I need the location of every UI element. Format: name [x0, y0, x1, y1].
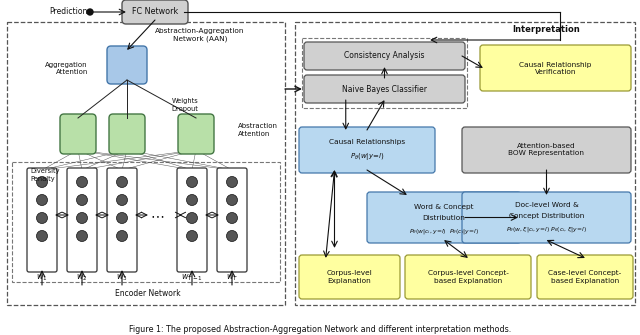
- Bar: [7, 22, 285, 305]
- Text: Doc-level Word &: Doc-level Word &: [515, 202, 579, 208]
- Text: $P_\theta(w,\xi|c_i,y\!=\!l)\ P_\theta(c_i,\xi|y\!=\!l)$: $P_\theta(w,\xi|c_i,y\!=\!l)\ P_\theta(c…: [506, 224, 587, 233]
- FancyBboxPatch shape: [27, 168, 57, 272]
- FancyBboxPatch shape: [67, 168, 97, 272]
- FancyBboxPatch shape: [304, 42, 465, 70]
- Circle shape: [186, 195, 198, 205]
- Bar: [295, 22, 635, 305]
- Text: $w_3$: $w_3$: [116, 273, 128, 283]
- Circle shape: [116, 177, 127, 188]
- FancyBboxPatch shape: [122, 0, 188, 24]
- Text: $w_1$: $w_1$: [36, 273, 48, 283]
- FancyBboxPatch shape: [462, 127, 631, 173]
- Text: Encoder Network: Encoder Network: [115, 289, 181, 298]
- Circle shape: [36, 177, 47, 188]
- Circle shape: [77, 212, 88, 223]
- Text: Word & Concept: Word & Concept: [414, 204, 474, 210]
- Circle shape: [36, 230, 47, 242]
- Circle shape: [116, 212, 127, 223]
- Circle shape: [87, 9, 93, 15]
- Text: Weights
Dropout: Weights Dropout: [172, 98, 198, 112]
- Text: Diversity
Penalty: Diversity Penalty: [30, 169, 60, 182]
- FancyBboxPatch shape: [304, 75, 465, 103]
- Text: Concept Distribution: Concept Distribution: [509, 213, 584, 219]
- Text: Consistency Analysis: Consistency Analysis: [344, 52, 425, 61]
- Circle shape: [77, 230, 88, 242]
- Bar: [12, 162, 280, 282]
- FancyBboxPatch shape: [109, 114, 145, 154]
- Circle shape: [186, 212, 198, 223]
- Text: Interpretation: Interpretation: [512, 25, 580, 35]
- Text: $w_T$: $w_T$: [226, 273, 238, 283]
- Bar: [302, 38, 467, 108]
- Text: Causal Relationship
Verification: Causal Relationship Verification: [519, 62, 592, 74]
- Text: $w_{T-1}$: $w_{T-1}$: [181, 273, 203, 283]
- Text: $P_\theta(w|y\!=\!l)$: $P_\theta(w|y\!=\!l)$: [349, 151, 385, 162]
- FancyBboxPatch shape: [177, 168, 207, 272]
- Circle shape: [77, 195, 88, 205]
- Text: Abstraction-Aggregation
Network (AAN): Abstraction-Aggregation Network (AAN): [156, 28, 244, 42]
- Text: Causal Relationships: Causal Relationships: [329, 139, 405, 145]
- Circle shape: [227, 195, 237, 205]
- Text: Attention-based
BOW Representation: Attention-based BOW Representation: [509, 143, 584, 156]
- Circle shape: [227, 177, 237, 188]
- Text: Distribution: Distribution: [422, 215, 465, 221]
- FancyBboxPatch shape: [107, 168, 137, 272]
- Circle shape: [186, 177, 198, 188]
- FancyBboxPatch shape: [405, 255, 531, 299]
- FancyBboxPatch shape: [299, 255, 400, 299]
- Text: Case-level Concept-
based Explanation: Case-level Concept- based Explanation: [548, 270, 621, 283]
- Text: Corpus-level
Explanation: Corpus-level Explanation: [326, 270, 372, 283]
- Circle shape: [227, 212, 237, 223]
- Text: Abstraction
Attention: Abstraction Attention: [238, 124, 278, 136]
- Circle shape: [227, 230, 237, 242]
- Circle shape: [77, 177, 88, 188]
- Text: $\cdots$: $\cdots$: [150, 208, 164, 222]
- Circle shape: [116, 230, 127, 242]
- FancyBboxPatch shape: [299, 127, 435, 173]
- Text: Prediction: Prediction: [49, 6, 87, 15]
- Circle shape: [186, 230, 198, 242]
- FancyBboxPatch shape: [367, 192, 521, 243]
- Text: Naive Bayes Classifier: Naive Bayes Classifier: [342, 84, 427, 93]
- Text: FC Network: FC Network: [132, 7, 178, 16]
- FancyBboxPatch shape: [178, 114, 214, 154]
- Text: Aggregation
Attention: Aggregation Attention: [45, 62, 88, 74]
- FancyBboxPatch shape: [537, 255, 633, 299]
- Text: $w_2$: $w_2$: [76, 273, 88, 283]
- FancyBboxPatch shape: [480, 45, 631, 91]
- FancyBboxPatch shape: [462, 192, 631, 243]
- Circle shape: [116, 195, 127, 205]
- Circle shape: [36, 195, 47, 205]
- Circle shape: [36, 212, 47, 223]
- FancyBboxPatch shape: [217, 168, 247, 272]
- Text: Figure 1: The proposed Abstraction-Aggregation Network and different interpretat: Figure 1: The proposed Abstraction-Aggre…: [129, 325, 511, 334]
- Text: $P_\theta(w|c_i,y\!=\!l)\ \ P_\theta(c_i|y\!=\!l)$: $P_\theta(w|c_i,y\!=\!l)\ \ P_\theta(c_i…: [409, 226, 479, 236]
- FancyBboxPatch shape: [60, 114, 96, 154]
- Text: Corpus-level Concept-
based Explanation: Corpus-level Concept- based Explanation: [428, 270, 508, 283]
- FancyBboxPatch shape: [107, 46, 147, 84]
